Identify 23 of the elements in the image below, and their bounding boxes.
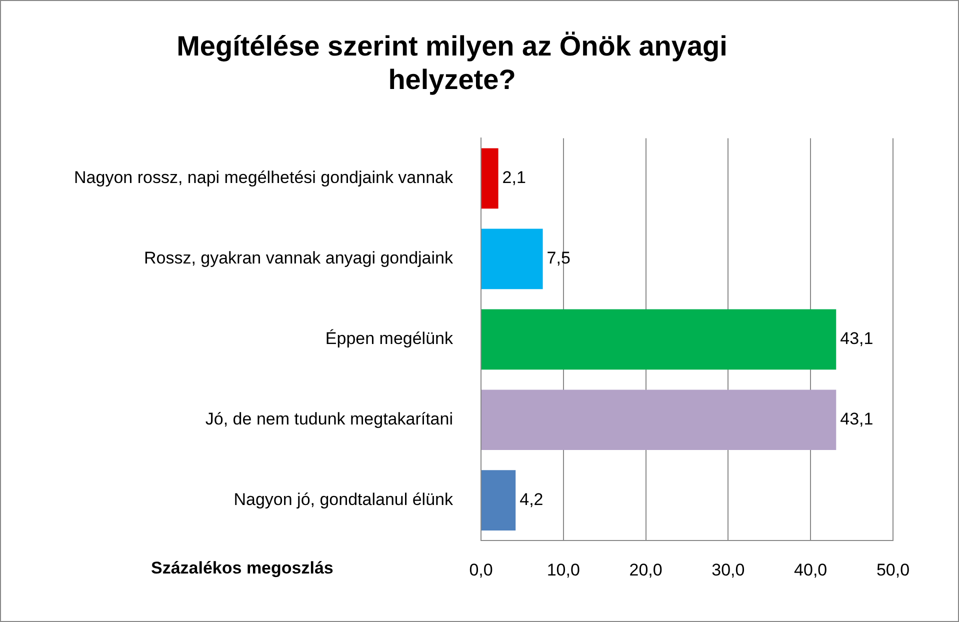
data-label: 43,1 <box>840 410 874 429</box>
bar <box>482 309 836 370</box>
y-tick-label: Éppen megélünk <box>325 329 454 348</box>
x-tick-label: 40,0 <box>794 560 828 580</box>
data-label: 4,2 <box>520 490 544 510</box>
chart-title: Megítélése szerint milyen az Önök anyagi helyzete? <box>176 30 728 96</box>
bar <box>482 470 516 531</box>
bar <box>482 148 498 209</box>
data-label: 2,1 <box>502 168 526 188</box>
x-tick-label: 30,0 <box>712 560 745 580</box>
bar <box>482 390 836 450</box>
y-tick-label: Nagyon rossz, napi megélhetési gondjaink vannak <box>74 168 454 188</box>
y-tick-label: Nagyon jó, gondtalanul élünk <box>234 490 454 510</box>
x-tick-label: 20,0 <box>629 560 662 580</box>
data-label: 43,1 <box>840 329 874 348</box>
y-tick-label: Jó, de nem tudunk megtakarítani <box>205 410 453 429</box>
bar <box>482 228 543 290</box>
y-tick-label: Rossz, gyakran vannak anyagi gondjaink <box>144 248 454 268</box>
x-tick-label: 10,0 <box>546 560 580 580</box>
x-tick-label: 0,0 <box>469 560 493 580</box>
x-tick-label: 50,0 <box>876 560 910 580</box>
x-axis-title: Százalékos megoszlás <box>151 558 334 578</box>
data-label: 7,5 <box>546 248 570 268</box>
